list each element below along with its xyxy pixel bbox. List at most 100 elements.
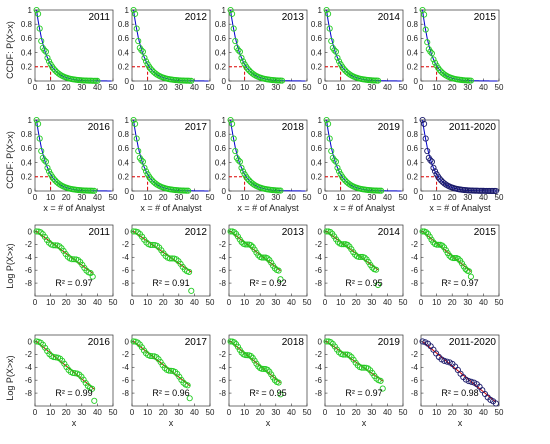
panel-ccdf-2016-point	[91, 187, 98, 194]
panel-log-2011-2020-xtick-label: 0	[419, 408, 424, 417]
panel-ccdf-2012-frame	[131, 9, 211, 82]
panel-ccdf-2015-point	[424, 39, 431, 46]
panel-log-2019-point	[379, 385, 386, 392]
panel-log-2016-point	[33, 338, 40, 345]
panel-ccdf-2017-point	[138, 157, 145, 164]
panel-log-2013-point	[260, 254, 267, 261]
panel-ccdf-2018-point	[235, 157, 242, 164]
panel-ccdf-2016-ytick-label: 0	[28, 187, 33, 196]
panel-log-2018-xtick-label: 40	[287, 408, 296, 417]
panel-log-2015-xtick-label: 10	[432, 298, 441, 307]
panel-ccdf-2018-ytick-label: 1	[222, 116, 227, 125]
panel-log-2011-point	[89, 273, 96, 280]
panel-log-2011-xtick-label: 0	[33, 298, 38, 307]
panel-ccdf-2012-point	[152, 70, 159, 77]
panel-log-2015-fit-line	[422, 231, 472, 272]
panel-ccdf-2011-frame	[34, 9, 114, 82]
panel-log-2015-point	[466, 268, 473, 275]
panel-ccdf-2011-point	[55, 70, 62, 77]
panel-ccdf-2019-point	[345, 180, 352, 187]
panel-log-2013-ytick-label: -6	[219, 266, 227, 275]
panel-log-2015-xtick-label: 0	[419, 298, 424, 307]
panel-ccdf-2019-ytick-label: 0	[318, 187, 323, 196]
panel-log-2011-xtick-label: 10	[46, 298, 55, 307]
panel-log-2017-point	[165, 367, 172, 374]
panel-ccdf-2019-point	[323, 116, 330, 124]
panel-log-2012-point	[186, 268, 193, 275]
panel-ccdf-2018-point	[277, 187, 284, 194]
panel-log-2016-xtick-label: 50	[109, 408, 118, 417]
panel-log-2013-xtick-label: 30	[271, 298, 280, 307]
panel-ccdf-2019-xtick-label: 40	[383, 193, 392, 202]
panel-log-2016-point	[69, 369, 76, 376]
panel-ccdf-2019-xtick-label: 10	[336, 193, 345, 202]
panel-ccdf-2018-xtick-label: 20	[256, 193, 265, 202]
panel-log-2017-r2-label: R² = 0.96	[152, 388, 189, 398]
panel-log-2013-point	[277, 276, 284, 283]
panel-ccdf-2012-point	[147, 65, 154, 72]
panel-ccdf-2012-point	[133, 25, 140, 32]
panel-ccdf-2015-xtick-label: 20	[448, 83, 457, 92]
panel-log-2018-ytick-label: -2	[219, 350, 227, 359]
panel-log-2011-xtick-label: 20	[62, 298, 71, 307]
panel-log-2013-fit-line	[230, 231, 281, 272]
panel-ccdf-2015-ytick-label: 0.4	[407, 48, 419, 57]
panel-ccdf-2014: 0 10 20 30 40 50 0 0.2 0.4 0.6 0.8 1 2014	[311, 6, 408, 92]
panel-log-2013-point	[251, 246, 258, 253]
panel-ccdf-2011-point	[35, 10, 42, 17]
ccdf-xlabel-col3: x = # of Analyst	[237, 203, 299, 213]
panel-log-2011-point	[60, 247, 67, 254]
panel-ccdf-2015-point	[436, 67, 443, 74]
panel-ccdf-2013-point	[236, 48, 243, 55]
panel-log-2015-xtick-label: 50	[495, 298, 504, 307]
panel-log-2012: 0 10 20 30 40 50 0 -2 -4 -6 -8 R² = 0.91 2012	[122, 224, 215, 307]
panel-ccdf-2011-2020-point	[442, 181, 450, 188]
panel-ccdf-2014-fit-curve	[326, 9, 402, 82]
panel-log-2011-point	[33, 228, 40, 235]
panel-log-2015: 0 10 20 30 40 50 0 -2 -4 -6 -8 R² = 0.97 2015	[411, 224, 504, 307]
panel-ccdf-2015-point	[427, 48, 434, 55]
panel-log-2018-xtick-label: 10	[240, 408, 249, 417]
panel-ccdf-2011-2020-xtick-label: 50	[495, 193, 504, 202]
panel-ccdf-2014-point	[328, 38, 335, 45]
panel-ccdf-2014-xtick-label: 30	[367, 83, 376, 92]
panel-log-2011-2020-xtick-label: 30	[463, 408, 472, 417]
panel-ccdf-2015-ytick-label: 0.6	[407, 34, 419, 43]
panel-log-2011-ytick-label: -8	[25, 279, 33, 288]
panel-ccdf-2016-ytick-label: 0.8	[21, 130, 33, 139]
panel-ccdf-2011-ytick-label: 0.8	[21, 20, 33, 29]
panel-log-2019-point	[323, 338, 330, 345]
panel-log-2016-r2-label: R² = 0.99	[55, 388, 92, 398]
panel-ccdf-2011-point	[56, 71, 64, 78]
panel-ccdf-2011-point	[33, 6, 40, 14]
panel-log-2012-point	[130, 228, 137, 235]
panel-log-2011-2020-year-label: 2011-2020	[449, 337, 497, 348]
panel-log-2011-point	[41, 233, 48, 240]
panel-ccdf-2013-ytick-label: 0.2	[215, 63, 227, 72]
panel-log-2014-xtick-label: 40	[383, 298, 392, 307]
panel-log-2016-ytick-label: -6	[25, 376, 33, 385]
panel-ccdf-2017-point	[153, 181, 161, 188]
panel-log-2016-point	[52, 354, 59, 361]
panel-log-2014-xtick-label: 0	[323, 298, 328, 307]
panel-log-2019-xtick-label: 40	[383, 408, 392, 417]
panel-ccdf-2013-point	[230, 25, 237, 32]
panel-log-2014-xtick-label: 30	[367, 298, 376, 307]
panel-log-2011-point	[68, 256, 75, 263]
panel-ccdf-2017-point	[130, 116, 137, 124]
panel-ccdf-2017-fit-curve	[133, 119, 209, 192]
panel-log-2015-point	[419, 228, 426, 235]
panel-log-2014-point	[361, 254, 368, 261]
panel-log-2018-point	[242, 352, 249, 359]
panel-ccdf-2015-xtick-label: 30	[463, 83, 472, 92]
panel-log-2018: 0 10 20 30 40 50 0 -2 -4 -6 -8 R² = 0.95 2018	[219, 334, 312, 417]
panel-log-2013: 0 10 20 30 40 50 0 -2 -4 -6 -8 R² = 0.92 2013	[219, 224, 312, 307]
panel-log-2018-point	[247, 353, 254, 360]
panel-ccdf-2013-point	[235, 47, 242, 54]
panel-log-2012-point	[168, 255, 176, 262]
panel-log-2017-ytick-label: -8	[122, 389, 130, 398]
panel-ccdf-2011-2020-point	[492, 187, 499, 195]
panel-ccdf-2017-ytick-label: 0.2	[118, 173, 130, 182]
panel-log-2014-ytick-label: -4	[315, 253, 323, 262]
panel-log-2011-2020-point	[419, 338, 426, 345]
